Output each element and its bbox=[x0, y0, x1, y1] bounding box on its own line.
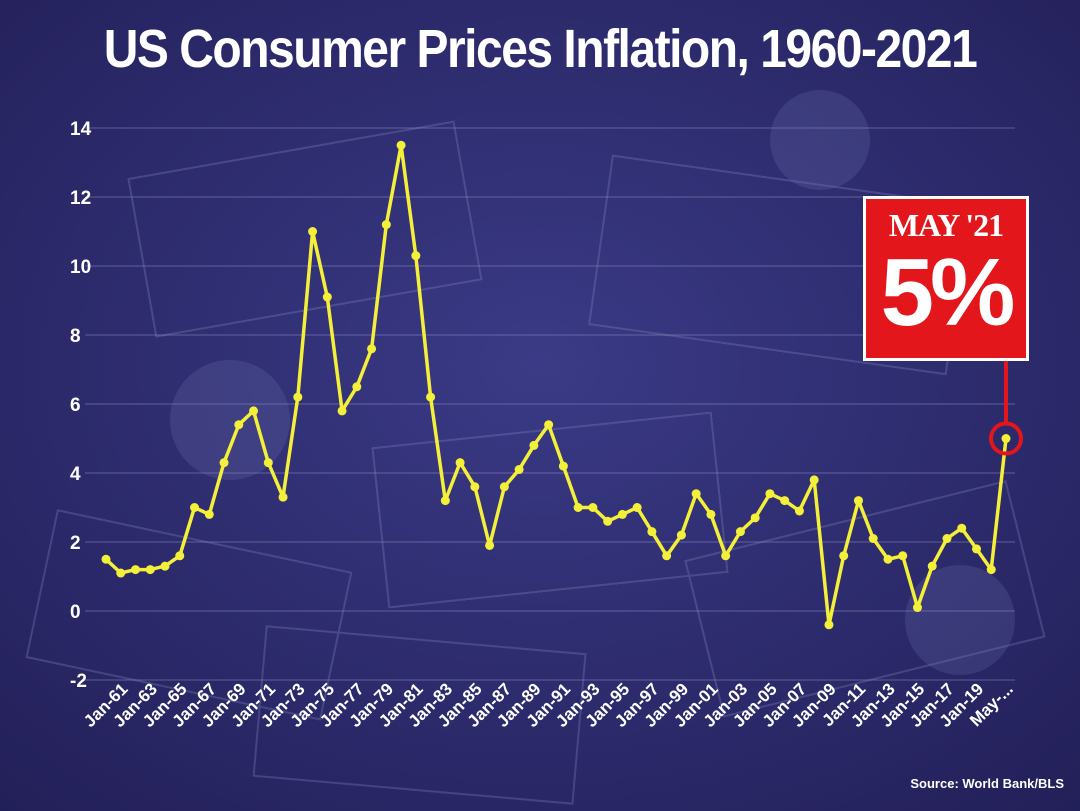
data-point bbox=[691, 489, 701, 499]
data-point bbox=[824, 620, 834, 630]
inflation-series-line bbox=[104, 143, 1008, 627]
data-point bbox=[131, 565, 141, 575]
source-note: Source: World Bank/BLS bbox=[910, 776, 1064, 791]
chart-title: US Consumer Prices Inflation, 1960-2021 bbox=[103, 19, 978, 80]
data-point bbox=[839, 551, 849, 561]
data-point bbox=[986, 565, 996, 575]
data-point bbox=[912, 603, 922, 613]
data-point bbox=[455, 458, 465, 468]
data-point bbox=[293, 392, 303, 402]
data-point bbox=[647, 527, 657, 537]
data-point bbox=[942, 534, 952, 544]
data-point bbox=[204, 509, 214, 519]
data-point bbox=[765, 489, 775, 499]
data-point bbox=[190, 503, 200, 512]
data-point bbox=[558, 461, 568, 471]
y-tick-label: 10 bbox=[70, 257, 91, 278]
x-axis-ticks: Jan-61Jan-63Jan-65Jan-67Jan-69Jan-71Jan-… bbox=[80, 679, 1017, 731]
data-point bbox=[426, 392, 436, 402]
data-point bbox=[971, 544, 981, 554]
data-point bbox=[470, 482, 480, 492]
data-point bbox=[322, 292, 332, 302]
data-point bbox=[499, 482, 509, 492]
data-point bbox=[145, 565, 155, 575]
data-point bbox=[160, 561, 170, 571]
y-tick-label: 2 bbox=[70, 533, 81, 554]
data-point bbox=[411, 251, 421, 261]
data-point bbox=[116, 568, 126, 578]
data-point bbox=[263, 458, 273, 468]
data-point bbox=[794, 506, 804, 516]
callout-value: 5% bbox=[880, 239, 1016, 346]
y-tick-label: 14 bbox=[70, 119, 92, 140]
data-point bbox=[721, 551, 731, 561]
callout-label: MAY '21 bbox=[888, 207, 1004, 243]
data-point bbox=[337, 406, 347, 416]
y-tick-label: 12 bbox=[70, 188, 91, 209]
data-point bbox=[381, 220, 391, 230]
data-point bbox=[957, 523, 967, 533]
y-tick-label: -2 bbox=[70, 671, 87, 692]
data-point bbox=[676, 530, 686, 540]
data-point bbox=[706, 509, 716, 519]
y-tick-label: 0 bbox=[70, 602, 81, 623]
latest-value-callout: MAY '21 5% bbox=[863, 196, 1029, 361]
y-axis-ticks: -2 0 2 4 6 8 10 12 14 bbox=[70, 119, 92, 692]
data-point bbox=[573, 503, 583, 512]
data-point bbox=[396, 140, 406, 150]
data-point bbox=[927, 561, 937, 571]
y-tick-label: 6 bbox=[70, 395, 81, 416]
data-point bbox=[367, 344, 377, 354]
data-point bbox=[632, 503, 642, 512]
data-point bbox=[898, 551, 908, 561]
y-tick-label: 8 bbox=[70, 326, 81, 347]
data-point bbox=[485, 540, 495, 550]
data-point bbox=[529, 440, 539, 450]
data-point bbox=[588, 503, 598, 512]
inflation-data-points bbox=[101, 140, 1011, 630]
data-point bbox=[809, 475, 819, 485]
gridlines bbox=[85, 127, 1015, 681]
y-tick-label: 4 bbox=[70, 464, 81, 485]
data-point bbox=[735, 527, 745, 537]
data-point bbox=[249, 406, 259, 416]
data-point bbox=[234, 420, 244, 430]
data-point bbox=[750, 513, 760, 523]
data-point bbox=[662, 551, 672, 561]
data-point bbox=[780, 496, 790, 506]
latest-value-ring bbox=[989, 421, 1023, 456]
data-point bbox=[603, 516, 613, 526]
data-point bbox=[514, 465, 524, 475]
data-point bbox=[617, 509, 627, 519]
data-point bbox=[278, 492, 288, 502]
data-point bbox=[308, 227, 318, 236]
data-point bbox=[175, 551, 185, 561]
data-point bbox=[544, 420, 554, 430]
data-point bbox=[883, 554, 893, 564]
data-point bbox=[101, 554, 111, 564]
data-point bbox=[219, 458, 229, 468]
data-point bbox=[440, 496, 450, 506]
data-point bbox=[853, 496, 863, 506]
data-point bbox=[352, 382, 362, 392]
data-point bbox=[1001, 434, 1011, 443]
data-point bbox=[868, 534, 878, 544]
